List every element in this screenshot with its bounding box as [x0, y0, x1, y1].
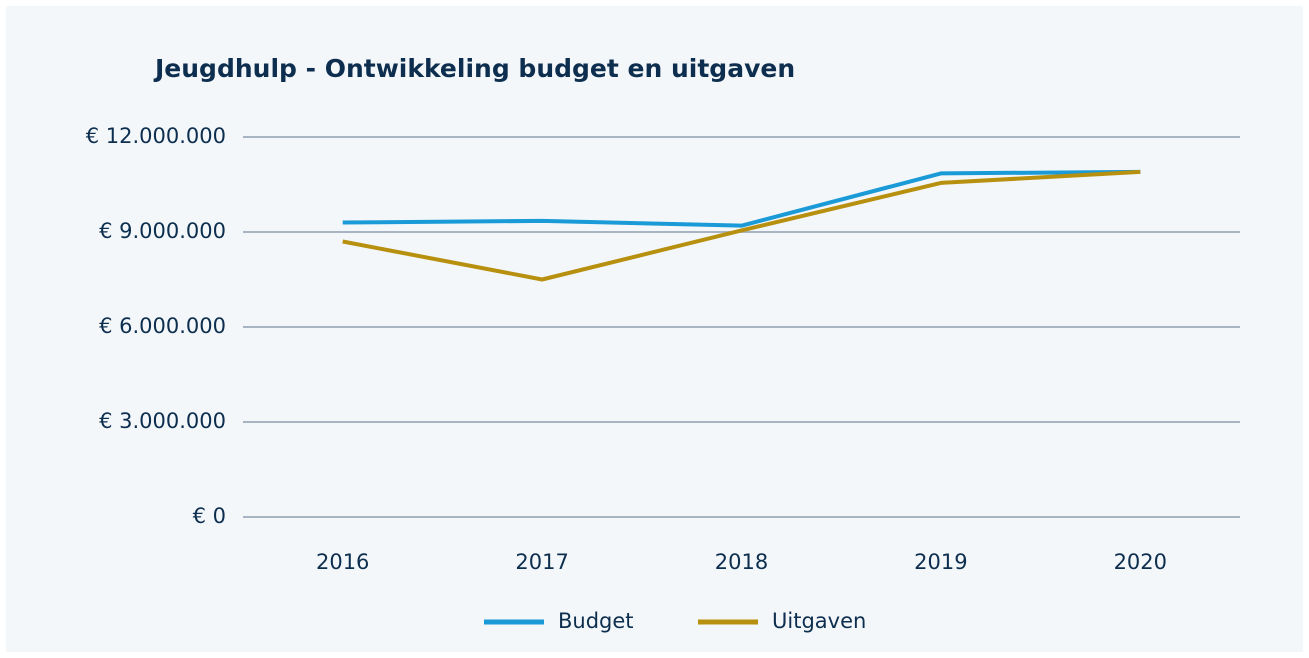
x-tick-label: 2017 [515, 550, 568, 574]
y-tick-label: € 6.000.000 [99, 314, 226, 338]
chart-background [6, 6, 1303, 652]
y-tick-label: € 3.000.000 [99, 409, 226, 433]
y-tick-label: € 0 [193, 504, 226, 528]
data-line [342, 169, 1141, 282]
chart-title: Jeugdhulp - Ontwikkeling budget en uitga… [153, 54, 795, 83]
data-line [342, 169, 1141, 228]
y-tick-label: € 12.000.000 [86, 124, 226, 148]
x-tick-label: 2020 [1114, 550, 1167, 574]
x-tick-label: 2019 [914, 550, 967, 574]
x-tick-label: 2018 [715, 550, 768, 574]
x-tick-label: 2016 [316, 550, 369, 574]
y-tick-label: € 9.000.000 [99, 219, 226, 243]
legend-label: Budget [558, 609, 634, 633]
legend-label: Uitgaven [772, 609, 866, 633]
